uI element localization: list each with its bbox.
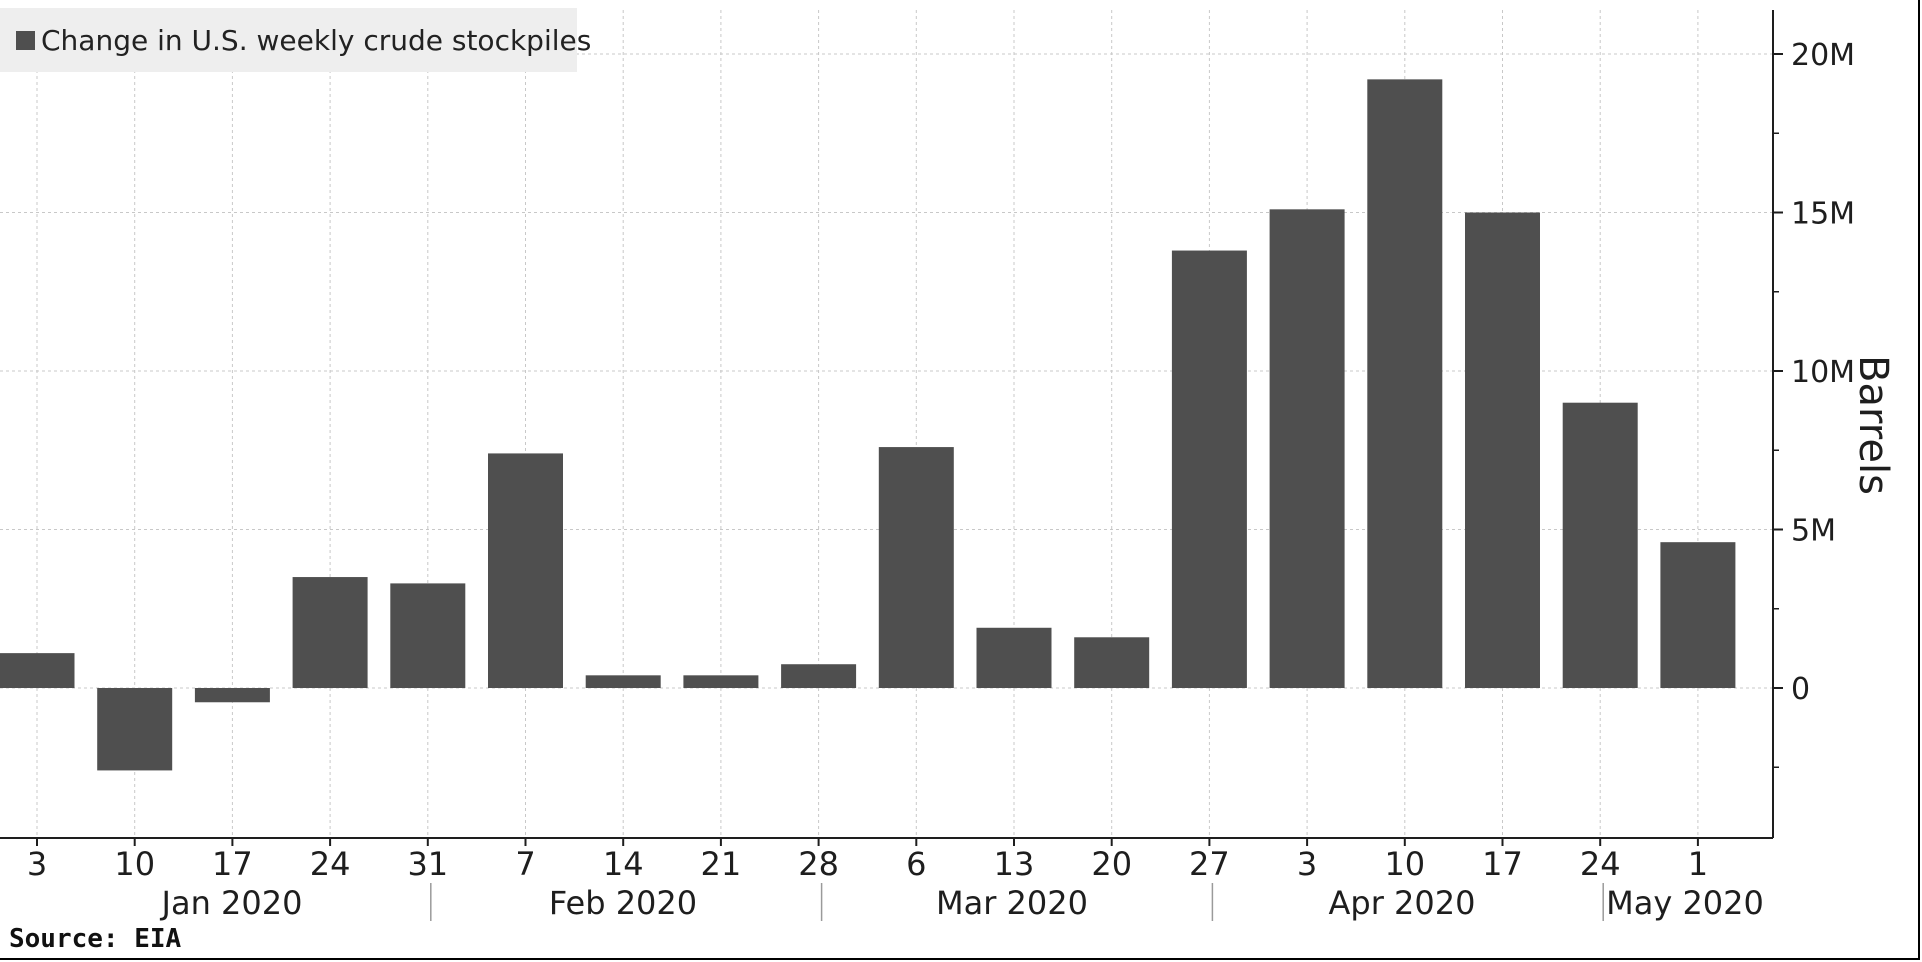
bar [683, 675, 759, 688]
bar [1660, 542, 1736, 688]
x-tick-label: 10 [1384, 845, 1425, 883]
month-label: May 2020 [1606, 884, 1764, 922]
y-tick-label: 5M [1791, 514, 1836, 549]
bar [390, 583, 466, 688]
bar [878, 447, 954, 688]
bar [1465, 212, 1540, 688]
month-label: Mar 2020 [936, 884, 1088, 922]
legend-swatch [16, 30, 35, 50]
x-tick-label: 13 [994, 845, 1035, 883]
bar [781, 664, 857, 688]
y-tick-label: 0 [1791, 672, 1810, 707]
x-tick-label: 3 [1297, 845, 1317, 883]
x-tick-label: 24 [310, 845, 351, 883]
x-tick-label: 20 [1091, 845, 1132, 883]
bar [97, 688, 173, 771]
bars [0, 79, 1736, 771]
bar [1171, 250, 1247, 689]
x-tick-label: 7 [515, 845, 535, 883]
bar [0, 653, 75, 688]
bar [292, 577, 368, 688]
bar [1074, 637, 1150, 688]
bar [488, 453, 563, 688]
bar [976, 627, 1052, 688]
bar [194, 688, 270, 703]
y-tick-label: 20M [1791, 38, 1855, 73]
x-tick-label: 17 [1482, 845, 1523, 883]
bar [1562, 402, 1638, 688]
x-tick-label: 14 [603, 845, 644, 883]
bar [1367, 79, 1443, 689]
legend: Change in U.S. weekly crude stockpiles [0, 8, 591, 72]
x-tick-label: 31 [407, 845, 448, 883]
x-tick-label: 3 [27, 845, 47, 883]
bar [1269, 209, 1345, 688]
x-tick-label: 6 [906, 845, 926, 883]
y-tick-label: 15M [1791, 197, 1855, 232]
y-axis-title: Barrels [1850, 355, 1896, 495]
x-tick-label: 28 [798, 845, 839, 883]
x-tick-label: 27 [1189, 845, 1230, 883]
source-note: Source: EIA [9, 924, 182, 954]
legend-label: Change in U.S. weekly crude stockpiles [41, 23, 592, 57]
x-tick-label: 21 [701, 845, 742, 883]
x-tick-label: 10 [114, 845, 155, 883]
x-tick-label: 17 [212, 845, 253, 883]
x-tick-label: 1 [1688, 845, 1708, 883]
month-label: Jan 2020 [160, 884, 303, 922]
month-label: Feb 2020 [549, 884, 697, 922]
bar [585, 675, 661, 688]
month-label: Apr 2020 [1329, 884, 1476, 922]
y-tick-label: 10M [1791, 355, 1855, 390]
x-tick-label: 24 [1580, 845, 1621, 883]
